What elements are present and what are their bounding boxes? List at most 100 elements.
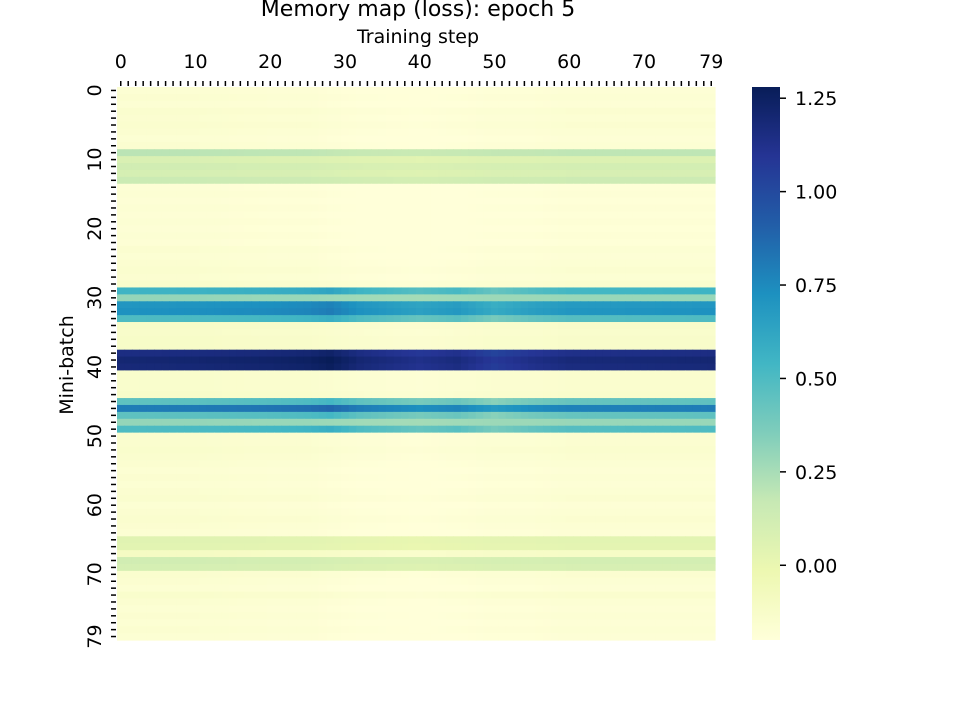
heatmap-cell	[543, 273, 552, 282]
heatmap-cell	[169, 370, 178, 378]
heatmap-cell	[685, 460, 694, 468]
heatmap-cell	[161, 107, 170, 116]
heatmap-cell	[468, 218, 477, 226]
heatmap-cell	[430, 508, 440, 517]
heatmap-cell	[647, 391, 656, 399]
heatmap-cell	[244, 501, 253, 510]
heatmap-cell	[647, 501, 656, 510]
heatmap-cell	[625, 508, 634, 517]
heatmap-cell	[558, 142, 567, 150]
heatmap-cell	[475, 294, 484, 302]
heatmap-cell	[535, 335, 544, 344]
heatmap-cell	[371, 398, 380, 406]
heatmap-cell	[169, 287, 178, 295]
heatmap-cell	[558, 356, 567, 365]
heatmap-cell	[595, 273, 604, 282]
heatmap-cell	[528, 100, 537, 109]
heatmap-cell	[520, 169, 529, 178]
heatmap-cell	[445, 93, 454, 102]
heatmap-cell	[655, 501, 664, 510]
heatmap-cell	[139, 176, 148, 185]
heatmap-cell	[655, 169, 664, 178]
heatmap-cell	[513, 391, 522, 399]
heatmap-cell	[266, 239, 275, 247]
heatmap-cell	[236, 183, 245, 192]
heatmap-cell	[221, 93, 230, 102]
heatmap-cell	[341, 204, 350, 213]
heatmap-cell	[311, 218, 320, 226]
heatmap-cell	[498, 176, 507, 185]
heatmap-cell	[520, 176, 529, 185]
heatmap-cell	[528, 107, 537, 116]
heatmap-cell	[677, 266, 686, 275]
heatmap-cell	[490, 163, 499, 171]
heatmap-cell	[191, 377, 200, 385]
heatmap-cell	[311, 418, 320, 427]
heatmap-cell	[685, 335, 694, 344]
heatmap-cell	[513, 197, 522, 206]
heatmap-cell	[266, 308, 275, 316]
heatmap-cell	[348, 287, 357, 295]
heatmap-cell	[214, 356, 223, 365]
heatmap-cell	[655, 197, 664, 206]
heatmap-cell	[266, 370, 275, 378]
heatmap-cell	[677, 377, 686, 385]
heatmap-cell	[401, 294, 410, 302]
heatmap-cell	[632, 273, 641, 282]
heatmap-cell	[610, 287, 619, 295]
heatmap-cell	[535, 245, 544, 254]
heatmap-cell	[430, 494, 440, 503]
heatmap-cell	[625, 287, 634, 295]
heatmap-cell	[572, 156, 582, 164]
heatmap-cell	[700, 176, 709, 185]
heatmap-cell	[333, 349, 342, 358]
heatmap-cell	[468, 239, 477, 247]
heatmap-cell	[453, 487, 462, 496]
heatmap-cell	[468, 467, 477, 475]
heatmap-cell	[647, 328, 656, 337]
heatmap-cell	[632, 266, 641, 275]
heatmap-cell	[363, 294, 372, 302]
heatmap-cell	[535, 425, 544, 434]
heatmap-cell	[707, 335, 716, 344]
heatmap-cell	[655, 225, 664, 233]
heatmap-cell	[595, 460, 604, 468]
heatmap-cell	[468, 377, 477, 385]
heatmap-cell	[707, 342, 716, 351]
heatmap-cell	[371, 481, 380, 489]
heatmap-cell	[475, 225, 484, 233]
heatmap-cell	[520, 163, 529, 171]
heatmap-cell	[460, 342, 469, 351]
heatmap-cell	[296, 225, 305, 233]
heatmap-cell	[326, 239, 335, 247]
heatmap-cell	[617, 398, 626, 406]
heatmap-cell	[662, 156, 671, 164]
heatmap-cell	[692, 190, 701, 199]
heatmap-cell	[475, 501, 484, 510]
heatmap-cell	[625, 266, 634, 275]
heatmap-cell	[139, 467, 148, 475]
heatmap-cell	[251, 404, 260, 413]
heatmap-cell	[161, 280, 170, 289]
heatmap-cell	[386, 377, 395, 385]
heatmap-cell	[318, 156, 327, 164]
heatmap-cell	[513, 294, 522, 302]
heatmap-cell	[565, 100, 574, 109]
heatmap-cell	[288, 107, 297, 116]
heatmap-cell	[416, 404, 425, 413]
heatmap-cell	[700, 494, 709, 503]
heatmap-cell	[386, 315, 395, 323]
heatmap-cell	[700, 163, 709, 171]
heatmap-cell	[543, 356, 552, 365]
heatmap-cell	[445, 218, 454, 226]
heatmap-cell	[131, 211, 141, 219]
heatmap-cell	[640, 460, 649, 468]
heatmap-cell	[378, 377, 387, 385]
heatmap-cell	[430, 432, 440, 441]
heatmap-cell	[378, 280, 387, 289]
heatmap-cell	[445, 121, 454, 130]
heatmap-cell	[632, 232, 641, 240]
heatmap-cell	[655, 239, 664, 247]
heatmap-cell	[445, 239, 454, 247]
heatmap-cell	[498, 432, 507, 441]
